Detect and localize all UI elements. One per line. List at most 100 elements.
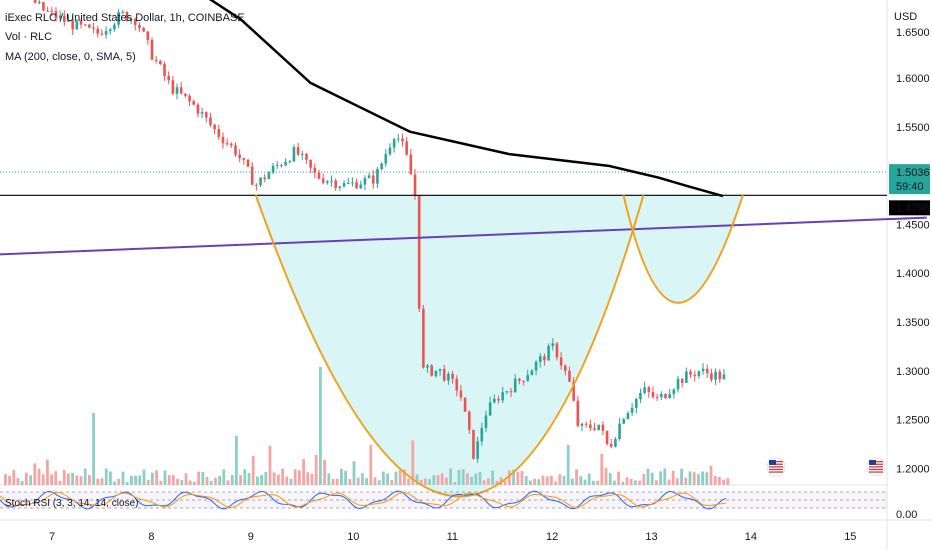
candle-body[interactable] xyxy=(263,177,267,180)
candle-body[interactable] xyxy=(104,31,108,35)
candle-body[interactable] xyxy=(472,429,475,459)
candle-body[interactable] xyxy=(513,378,517,393)
candle-body[interactable] xyxy=(505,391,509,393)
volume-legend[interactable]: Vol · RLC xyxy=(5,31,53,43)
candle-body[interactable] xyxy=(705,368,709,374)
candle-body[interactable] xyxy=(697,371,701,377)
candle-body[interactable] xyxy=(284,161,287,166)
candle-body[interactable] xyxy=(463,397,467,412)
candle-body[interactable] xyxy=(676,378,680,390)
candle-body[interactable] xyxy=(234,145,237,155)
candle-body[interactable] xyxy=(655,396,659,398)
candle-body[interactable] xyxy=(167,76,170,81)
candle-body[interactable] xyxy=(259,177,262,186)
candle-body[interactable] xyxy=(718,371,722,380)
candle-body[interactable] xyxy=(355,182,358,189)
candle-body[interactable] xyxy=(71,20,74,30)
candle-body[interactable] xyxy=(179,87,183,94)
candle-body[interactable] xyxy=(150,39,154,60)
candle-body[interactable] xyxy=(614,439,617,447)
candle-body[interactable] xyxy=(392,139,396,148)
time-axis[interactable]: 7 8 9 10 11 12 13 14 15 xyxy=(49,531,856,543)
candle-body[interactable] xyxy=(213,124,216,130)
candle-body[interactable] xyxy=(33,0,37,3)
candle-body[interactable] xyxy=(42,2,45,11)
candle-body[interactable] xyxy=(651,392,655,397)
candle-body[interactable] xyxy=(580,423,584,426)
candle-body[interactable] xyxy=(497,398,500,401)
candle-body[interactable] xyxy=(267,172,271,180)
candle-body[interactable] xyxy=(371,175,375,184)
candle-body[interactable] xyxy=(680,378,684,383)
candle-body[interactable] xyxy=(417,195,421,309)
candle-body[interactable] xyxy=(63,15,66,22)
candle-body[interactable] xyxy=(576,400,580,426)
candle-body[interactable] xyxy=(647,387,651,393)
candle-body[interactable] xyxy=(146,31,150,40)
candle-body[interactable] xyxy=(217,129,221,137)
candle-body[interactable] xyxy=(618,423,621,440)
candle-body[interactable] xyxy=(413,174,417,196)
candle-body[interactable] xyxy=(664,394,667,399)
candle-body[interactable] xyxy=(188,95,191,102)
candle-body[interactable] xyxy=(326,181,329,183)
symbol-legend[interactable]: iExec RLC / United States Dollar, 1h, CO… xyxy=(5,12,245,24)
event-flags[interactable] xyxy=(766,457,886,477)
candle-body[interactable] xyxy=(526,375,530,381)
candle-body[interactable] xyxy=(280,165,283,167)
candle-body[interactable] xyxy=(609,443,613,447)
candle-body[interactable] xyxy=(459,390,463,398)
candle-body[interactable] xyxy=(630,407,634,413)
candle-body[interactable] xyxy=(488,402,492,416)
candle-body[interactable] xyxy=(346,182,350,184)
candle-body[interactable] xyxy=(501,392,504,401)
ma-legend[interactable]: MA (200, close, 0, SMA, 5) xyxy=(5,51,136,63)
stoch-legend[interactable]: Stoch RSI (3, 3, 14, 14, close) xyxy=(5,498,139,509)
candle-body[interactable] xyxy=(447,373,450,381)
candle-body[interactable] xyxy=(67,20,70,22)
candle-body[interactable] xyxy=(100,33,104,35)
candle-body[interactable] xyxy=(434,370,438,376)
candle-body[interactable] xyxy=(359,184,363,189)
candle-body[interactable] xyxy=(46,10,49,12)
candle-body[interactable] xyxy=(660,394,663,397)
candle-body[interactable] xyxy=(522,380,525,382)
candle-body[interactable] xyxy=(351,182,354,184)
candle-body[interactable] xyxy=(196,104,200,114)
candle-body[interactable] xyxy=(518,378,521,381)
candle-body[interactable] xyxy=(75,20,79,30)
candle-body[interactable] xyxy=(538,356,542,362)
candle-body[interactable] xyxy=(422,308,425,368)
candle-body[interactable] xyxy=(397,138,400,140)
candles[interactable] xyxy=(13,0,726,463)
us-flag-event-icon[interactable] xyxy=(866,457,886,477)
candle-body[interactable] xyxy=(305,153,308,160)
candle-body[interactable] xyxy=(601,424,605,431)
candle-body[interactable] xyxy=(484,415,488,428)
candle-body[interactable] xyxy=(589,424,592,429)
handle-curve[interactable] xyxy=(622,194,744,304)
candle-body[interactable] xyxy=(363,178,367,185)
candle-body[interactable] xyxy=(309,159,312,168)
candle-body[interactable] xyxy=(200,112,204,114)
candle-body[interactable] xyxy=(121,11,125,13)
candle-body[interactable] xyxy=(275,165,279,167)
candle-body[interactable] xyxy=(79,20,83,25)
candle-body[interactable] xyxy=(639,392,642,399)
candle-body[interactable] xyxy=(668,394,671,399)
candle-body[interactable] xyxy=(221,136,225,144)
candle-body[interactable] xyxy=(175,87,179,94)
candle-body[interactable] xyxy=(117,12,120,25)
candle-body[interactable] xyxy=(125,11,129,21)
candle-body[interactable] xyxy=(568,370,571,382)
candle-body[interactable] xyxy=(380,163,383,170)
candle-body[interactable] xyxy=(476,441,479,459)
candle-body[interactable] xyxy=(626,412,630,420)
overlay-lines[interactable] xyxy=(0,0,927,498)
candle-body[interactable] xyxy=(96,28,100,34)
candle-body[interactable] xyxy=(37,2,41,4)
cup-curve[interactable] xyxy=(254,194,645,498)
candle-body[interactable] xyxy=(555,343,559,358)
candle-body[interactable] xyxy=(204,112,208,118)
